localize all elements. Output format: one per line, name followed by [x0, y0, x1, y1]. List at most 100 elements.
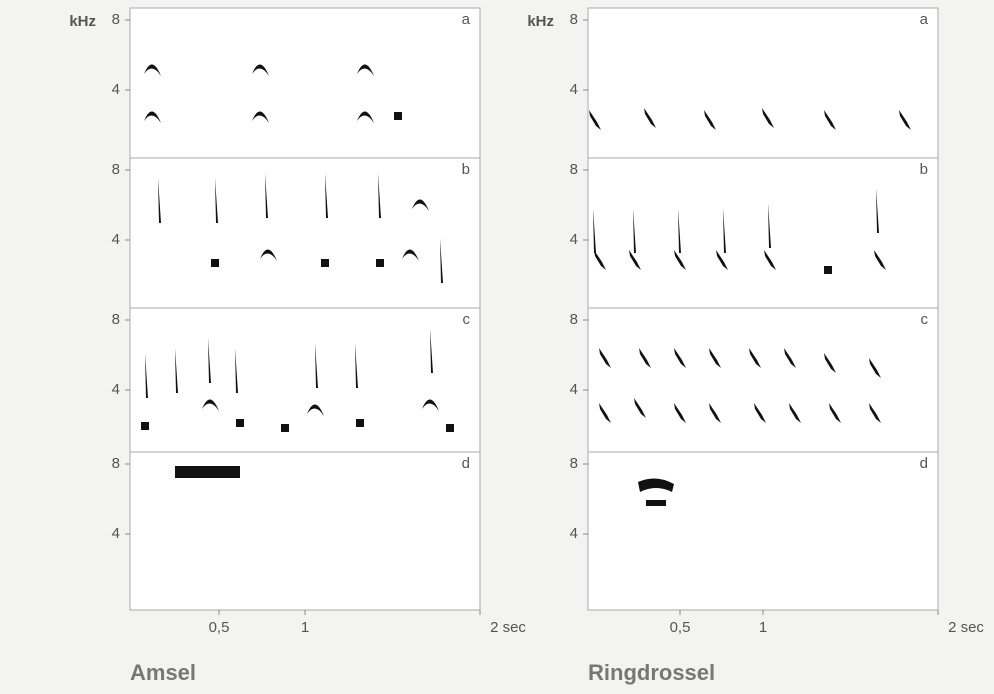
sound-mark	[235, 348, 238, 393]
sound-mark	[175, 466, 240, 478]
sound-mark	[376, 259, 384, 267]
sound-mark	[158, 178, 161, 223]
sound-mark	[824, 266, 832, 274]
sound-mark	[716, 250, 728, 270]
sound-mark	[899, 110, 911, 130]
x-tick-label: 2 sec	[490, 619, 526, 636]
sound-mark	[315, 343, 318, 388]
y-unit: kHz	[527, 13, 554, 30]
sound-mark	[629, 250, 641, 270]
y-tick-label: 4	[570, 381, 578, 398]
sound-mark	[281, 424, 289, 432]
panel-letter: d	[920, 455, 928, 472]
sound-mark	[876, 188, 879, 233]
plot-area	[587, 7, 939, 611]
sound-mark	[145, 353, 148, 398]
sound-mark	[440, 238, 443, 283]
y-tick-label: 4	[570, 231, 578, 248]
x-tick-label: 0,5	[670, 619, 691, 636]
sound-mark	[589, 110, 601, 130]
y-tick-label: 8	[570, 455, 578, 472]
y-tick-label: 4	[570, 81, 578, 98]
sound-mark	[141, 422, 149, 430]
y-tick-label: 4	[112, 231, 120, 248]
sound-mark	[422, 399, 439, 411]
y-tick-label: 8	[570, 161, 578, 178]
sound-mark	[394, 112, 402, 120]
sound-mark	[639, 348, 651, 368]
x-tick-label: 1	[759, 619, 767, 636]
sound-mark	[430, 328, 433, 373]
sound-mark	[709, 348, 721, 368]
sound-mark	[252, 64, 269, 76]
sound-mark	[633, 208, 636, 253]
sound-mark	[824, 110, 836, 130]
sound-mark	[202, 399, 219, 411]
panel-letter: c	[921, 311, 929, 328]
sound-mark	[307, 404, 324, 416]
sound-mark	[874, 250, 886, 270]
sound-mark	[325, 173, 328, 218]
sound-mark	[644, 108, 656, 128]
sound-mark	[634, 398, 646, 418]
x-tick-label: 2 sec	[948, 619, 984, 636]
sound-mark	[175, 348, 178, 393]
x-tick-label: 1	[301, 619, 309, 636]
y-tick-label: 4	[570, 525, 578, 542]
sound-mark	[754, 403, 766, 423]
sound-mark	[784, 348, 796, 368]
sound-mark	[144, 64, 161, 76]
sound-mark	[869, 403, 881, 423]
sound-mark	[412, 199, 429, 211]
sound-mark	[764, 250, 776, 270]
y-tick-label: 8	[112, 455, 120, 472]
sound-mark	[402, 249, 419, 261]
panel-letter: c	[463, 311, 471, 328]
sound-mark	[704, 110, 716, 130]
panel-letter: a	[462, 11, 471, 28]
sound-mark	[594, 250, 606, 270]
panel-letter: d	[462, 455, 470, 472]
caption: Amsel	[130, 660, 196, 685]
sound-mark	[252, 111, 269, 123]
sound-mark	[762, 108, 774, 128]
y-tick-label: 8	[570, 311, 578, 328]
y-tick-label: 8	[112, 11, 120, 28]
sound-mark	[208, 338, 211, 383]
panel-letter: a	[920, 11, 929, 28]
y-tick-label: 8	[112, 161, 120, 178]
sound-mark	[446, 424, 454, 432]
sound-mark	[356, 419, 364, 427]
sound-mark	[357, 111, 374, 123]
sound-mark	[789, 403, 801, 423]
sound-mark	[144, 111, 161, 123]
sound-mark	[709, 403, 721, 423]
sound-mark	[869, 358, 881, 378]
sound-mark	[674, 403, 686, 423]
y-tick-label: 4	[112, 525, 120, 542]
sound-mark	[357, 64, 374, 76]
y-tick-label: 8	[570, 11, 578, 28]
sound-mark	[215, 178, 218, 223]
y-unit: kHz	[69, 13, 96, 30]
caption: Ringdrossel	[588, 660, 715, 685]
sound-mark	[768, 203, 771, 248]
sound-mark	[260, 249, 277, 261]
sound-mark	[355, 343, 358, 388]
sound-mark	[265, 173, 268, 218]
sound-mark	[593, 208, 596, 253]
sound-mark	[378, 173, 381, 218]
sound-mark	[211, 259, 219, 267]
sound-mark	[236, 419, 244, 427]
sound-mark	[599, 348, 611, 368]
sound-mark	[723, 208, 726, 253]
sound-mark	[678, 208, 681, 253]
sound-mark	[321, 259, 329, 267]
plot-area	[129, 7, 481, 611]
sound-mark	[674, 348, 686, 368]
x-tick-label: 0,5	[209, 619, 230, 636]
sound-mark	[749, 348, 761, 368]
sound-mark	[674, 250, 686, 270]
y-tick-label: 4	[112, 81, 120, 98]
